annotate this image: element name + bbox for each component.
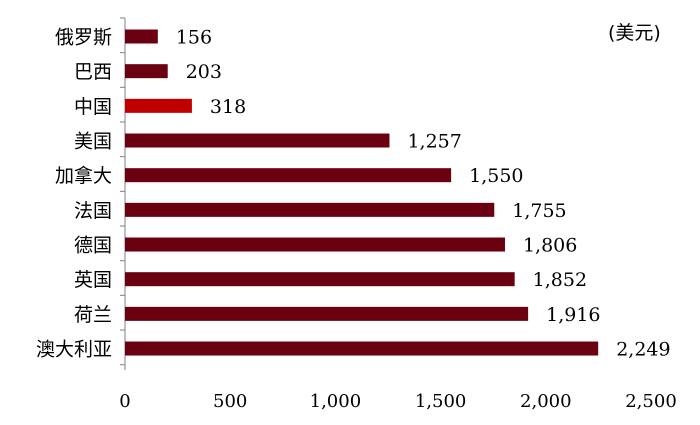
bar-0 xyxy=(125,29,158,44)
x-tick-label-2: 1,000 xyxy=(310,391,362,412)
category-label-3: 美国 xyxy=(74,131,112,153)
unit-label: (美元) xyxy=(608,22,661,44)
x-tick-label-5: 2,500 xyxy=(625,391,677,412)
category-label-4: 加拿大 xyxy=(55,164,112,187)
bar-9 xyxy=(125,341,599,356)
category-label-8: 荷兰 xyxy=(74,304,112,326)
value-label-3: 1,257 xyxy=(407,131,461,153)
bar-5 xyxy=(125,202,495,217)
category-label-5: 法国 xyxy=(74,200,112,222)
category-label-9: 澳大利亚 xyxy=(36,339,112,361)
bar-4 xyxy=(125,168,452,183)
value-label-1: 203 xyxy=(186,61,222,83)
category-label-2: 中国 xyxy=(74,96,112,118)
bar-6 xyxy=(125,237,505,252)
value-label-5: 1,755 xyxy=(512,200,566,222)
category-label-0: 俄罗斯 xyxy=(55,27,112,49)
value-label-4: 1,550 xyxy=(469,165,523,187)
category-label-1: 巴西 xyxy=(74,61,112,83)
value-label-6: 1,806 xyxy=(523,235,577,257)
x-tick-label-3: 1,500 xyxy=(415,391,467,412)
value-label-2: 318 xyxy=(210,96,246,118)
x-tick-label-1: 500 xyxy=(213,391,247,412)
category-label-7: 英国 xyxy=(74,269,112,291)
bar-7 xyxy=(125,272,515,287)
bar-2 xyxy=(125,98,192,113)
value-label-0: 156 xyxy=(176,27,212,49)
bar-1 xyxy=(125,64,168,79)
x-tick-label-0: 0 xyxy=(119,391,130,412)
value-label-8: 1,916 xyxy=(546,304,600,326)
bar-3 xyxy=(125,133,390,148)
value-label-7: 1,852 xyxy=(533,269,587,291)
bar-8 xyxy=(125,306,529,321)
value-label-9: 2,249 xyxy=(616,339,670,361)
x-tick-label-4: 2,000 xyxy=(520,391,572,412)
category-label-6: 德国 xyxy=(74,235,112,257)
